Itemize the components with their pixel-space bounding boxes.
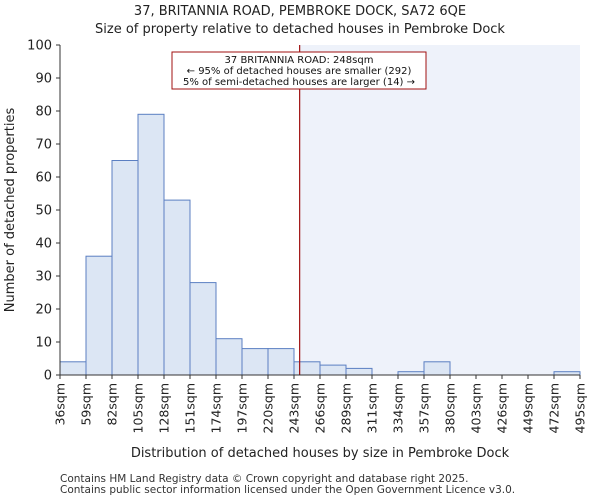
bar — [189, 282, 217, 376]
bar — [59, 361, 87, 376]
y-tick-label: 90 — [35, 72, 52, 87]
x-tick-label: 151sqm — [183, 383, 198, 433]
shaded-region — [299, 45, 580, 375]
bar — [267, 348, 295, 376]
x-tick-label: 59sqm — [79, 383, 94, 426]
bar — [293, 361, 321, 376]
x-tick-label: 197sqm — [235, 383, 250, 433]
y-tick-label: 0 — [44, 369, 52, 384]
y-tick-label: 100 — [27, 39, 52, 54]
x-tick-label: 357sqm — [417, 383, 432, 433]
bar — [137, 113, 165, 376]
y-tick-label: 30 — [35, 270, 52, 285]
footer-line-1: Contains HM Land Registry data © Crown c… — [60, 473, 469, 485]
bar — [345, 367, 373, 376]
x-tick-label: 472sqm — [547, 383, 562, 433]
x-tick-label: 311sqm — [365, 383, 380, 433]
bar — [111, 160, 139, 376]
bar — [319, 364, 347, 376]
x-tick-label: 380sqm — [443, 383, 458, 433]
annotation-line-2: ← 95% of detached houses are smaller (29… — [187, 66, 412, 77]
x-tick-label: 220sqm — [261, 383, 276, 433]
y-tick-label: 20 — [35, 303, 52, 318]
x-tick-label: 128sqm — [157, 383, 172, 433]
y-tick-label: 10 — [35, 336, 52, 351]
x-tick-label: 266sqm — [313, 383, 328, 433]
annotation-line-3: 5% of semi-detached houses are larger (1… — [183, 77, 415, 88]
y-tick-label: 60 — [35, 171, 52, 186]
bar — [423, 361, 451, 376]
annotation-box — [171, 51, 427, 90]
y-tick-label: 40 — [35, 237, 52, 252]
x-tick-label: 36sqm — [53, 383, 68, 426]
x-tick-label: 449sqm — [521, 383, 536, 433]
bar — [241, 348, 269, 376]
x-tick-label: 426sqm — [495, 383, 510, 433]
chart-subtitle: Size of property relative to detached ho… — [95, 22, 505, 37]
y-axis-label: Number of detached properties — [3, 108, 18, 313]
annotation-line-1: 37 BRITANNIA ROAD: 248sqm — [225, 55, 374, 66]
x-tick-label: 174sqm — [209, 383, 224, 433]
y-tick-label: 70 — [35, 138, 52, 153]
x-tick-label: 82sqm — [105, 383, 120, 426]
x-tick-label: 243sqm — [287, 383, 302, 433]
bar — [215, 338, 243, 376]
bar — [163, 199, 191, 376]
x-axis-label: Distribution of detached houses by size … — [131, 446, 510, 461]
x-tick-label: 334sqm — [391, 383, 406, 433]
y-tick-label: 50 — [35, 204, 52, 219]
footer-line-2: Contains public sector information licen… — [60, 484, 516, 496]
x-tick-label: 495sqm — [573, 383, 588, 433]
bar — [85, 255, 113, 376]
x-tick-label: 403sqm — [469, 383, 484, 433]
x-tick-label: 289sqm — [339, 383, 354, 433]
x-tick-label: 105sqm — [131, 383, 146, 433]
chart-title: 37, BRITANNIA ROAD, PEMBROKE DOCK, SA72 … — [133, 4, 467, 19]
y-tick-label: 80 — [35, 105, 52, 120]
